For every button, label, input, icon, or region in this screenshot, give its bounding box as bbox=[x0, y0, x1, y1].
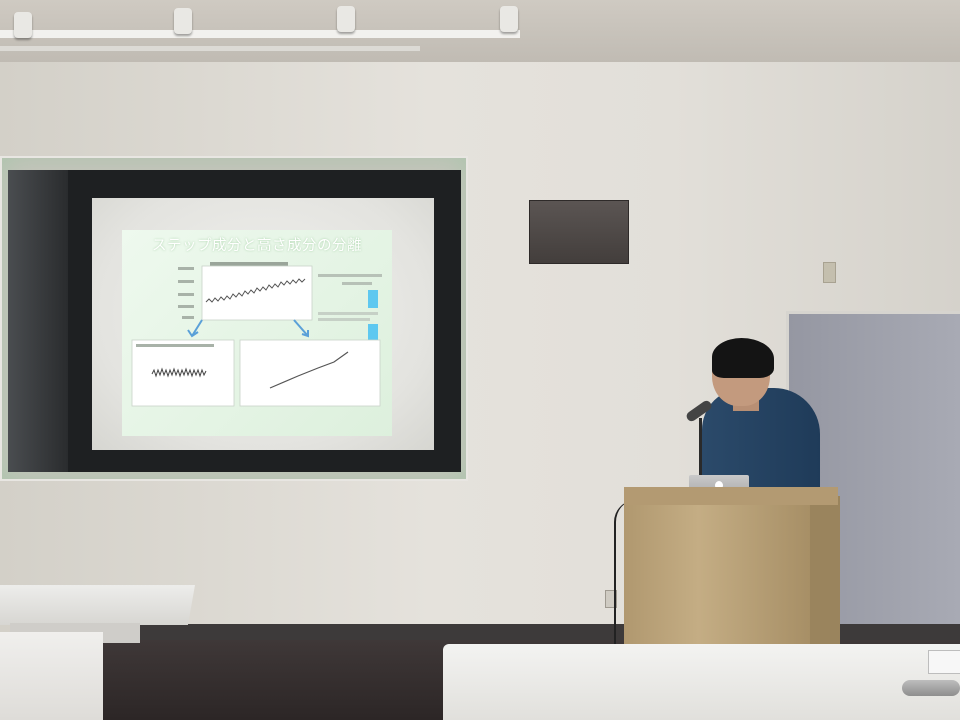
wall-speaker bbox=[529, 200, 629, 264]
desk-front-left bbox=[0, 632, 103, 720]
top-chart-line bbox=[205, 278, 306, 303]
podium-top bbox=[624, 487, 838, 505]
top-chart-caption bbox=[210, 262, 288, 266]
desk-front-right bbox=[443, 644, 960, 720]
screen-side-panel bbox=[8, 170, 68, 472]
down-arrow-right-head bbox=[301, 330, 309, 338]
laptop-logo-icon bbox=[715, 481, 723, 490]
presenter-hair bbox=[712, 338, 774, 378]
legend-text bbox=[342, 282, 372, 285]
spotlight bbox=[337, 6, 355, 32]
wall-switch bbox=[823, 262, 836, 283]
bottom-left-chart-line bbox=[151, 367, 207, 378]
down-arrow-left-head bbox=[187, 329, 199, 338]
lighting-track-lower bbox=[0, 46, 420, 51]
desk-device bbox=[928, 650, 960, 674]
microphone-stand bbox=[699, 418, 702, 498]
handheld-microphone bbox=[902, 680, 960, 696]
top-chart-plot bbox=[201, 265, 313, 321]
podium-cable bbox=[614, 500, 636, 660]
legend-text bbox=[318, 274, 382, 277]
presentation-slide: ステップ成分と高さ成分の分離 bbox=[122, 230, 392, 436]
spotlight bbox=[14, 12, 32, 38]
down-arrow-left bbox=[191, 319, 203, 337]
legend-bar bbox=[368, 290, 378, 308]
desk-left bbox=[0, 585, 196, 625]
lighting-track bbox=[0, 30, 520, 38]
legend-text bbox=[318, 312, 378, 315]
bottom-right-chart bbox=[239, 339, 381, 407]
bottom-right-chart-line bbox=[269, 351, 349, 389]
podium bbox=[624, 496, 840, 656]
spotlight bbox=[174, 8, 192, 34]
bottom-left-chart-caption bbox=[136, 344, 214, 347]
slide-title: ステップ成分と高さ成分の分離 bbox=[152, 238, 362, 254]
top-chart-ticks bbox=[178, 267, 194, 319]
legend-text bbox=[318, 318, 370, 321]
spotlight bbox=[500, 6, 518, 32]
down-arrow-right bbox=[293, 319, 309, 337]
slide-graphics bbox=[131, 262, 382, 407]
